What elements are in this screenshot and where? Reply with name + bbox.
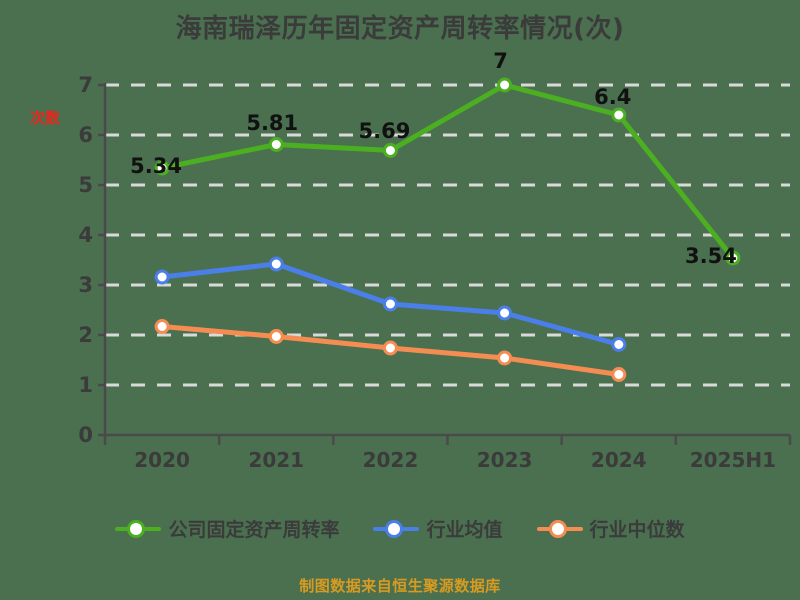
series-point[interactable]: [154, 160, 170, 176]
series-point[interactable]: [611, 337, 627, 352]
data-point-label: 6.4: [594, 85, 632, 109]
y-axis-label-text: 次数: [30, 109, 60, 127]
y-tick-label: 0: [78, 423, 93, 447]
series-2: [154, 256, 627, 352]
y-axis-label: 次数: [30, 103, 60, 137]
legend-marker-icon: [115, 519, 162, 539]
y-tick-label: 3: [78, 273, 93, 297]
x-tick-label: 2021: [248, 448, 305, 472]
series-point[interactable]: [154, 319, 170, 334]
data-point-label: 3.54: [684, 244, 737, 268]
series-3: [154, 319, 627, 382]
series-point[interactable]: [382, 340, 398, 356]
y-tick-label: 2: [78, 323, 93, 347]
chart-title: 海南瑞泽历年固定资产周转率情况(次): [175, 14, 625, 44]
y-tick-label: 7: [78, 73, 93, 97]
y-tick-label: 4: [78, 223, 93, 247]
series-point[interactable]: [268, 329, 284, 344]
data-point-label: 5.69: [358, 118, 411, 143]
data-point-label: 5.34: [130, 154, 182, 178]
legend-dot: [127, 519, 146, 538]
gridlines: [105, 83, 790, 387]
series-point[interactable]: [611, 367, 627, 382]
series-point[interactable]: [611, 107, 627, 123]
x-tick-label: 2023: [476, 448, 533, 472]
legend-item-2[interactable]: 行业均值: [373, 515, 503, 542]
legend-label: 行业中位数: [589, 519, 685, 541]
legend-marker-icon: [536, 519, 583, 539]
legend-label: 行业均值: [426, 519, 503, 541]
series-point[interactable]: [154, 269, 170, 285]
legend-marker-icon: [373, 519, 420, 539]
series-line: [159, 82, 736, 261]
x-tick-label: 2025H1: [689, 448, 777, 472]
legend-item-1[interactable]: 公司固定资产周转率: [115, 515, 339, 542]
legend-item-3[interactable]: 行业中位数: [536, 515, 685, 542]
series-point[interactable]: [497, 350, 513, 366]
x-tick-label: 2020: [134, 448, 190, 472]
data-point-label: 5.81: [246, 110, 299, 135]
series-point[interactable]: [268, 256, 284, 272]
x-tick-label: 2022: [362, 448, 419, 472]
series-point[interactable]: [268, 137, 284, 152]
y-tick-label: 5: [78, 173, 93, 197]
series-point[interactable]: [725, 250, 741, 266]
series-point[interactable]: [497, 305, 513, 321]
chart-legend: 公司固定资产周转率 行业均值 行业中位数: [0, 515, 800, 542]
legend-dot: [548, 519, 567, 538]
series-point[interactable]: [497, 77, 513, 93]
axes: [98, 83, 792, 445]
series-point[interactable]: [382, 143, 398, 158]
y-tick-label: 1: [78, 373, 93, 397]
x-tick-label: 2024: [590, 448, 647, 472]
series-1: [154, 77, 741, 266]
legend-label: 公司固定资产周转率: [168, 519, 340, 541]
y-tick-label: 6: [78, 123, 93, 147]
data-point-label: 7: [493, 49, 508, 73]
legend-dot: [385, 519, 404, 538]
footer-note: 制图数据来自恒生聚源数据库: [299, 577, 501, 595]
series-point[interactable]: [382, 296, 398, 312]
